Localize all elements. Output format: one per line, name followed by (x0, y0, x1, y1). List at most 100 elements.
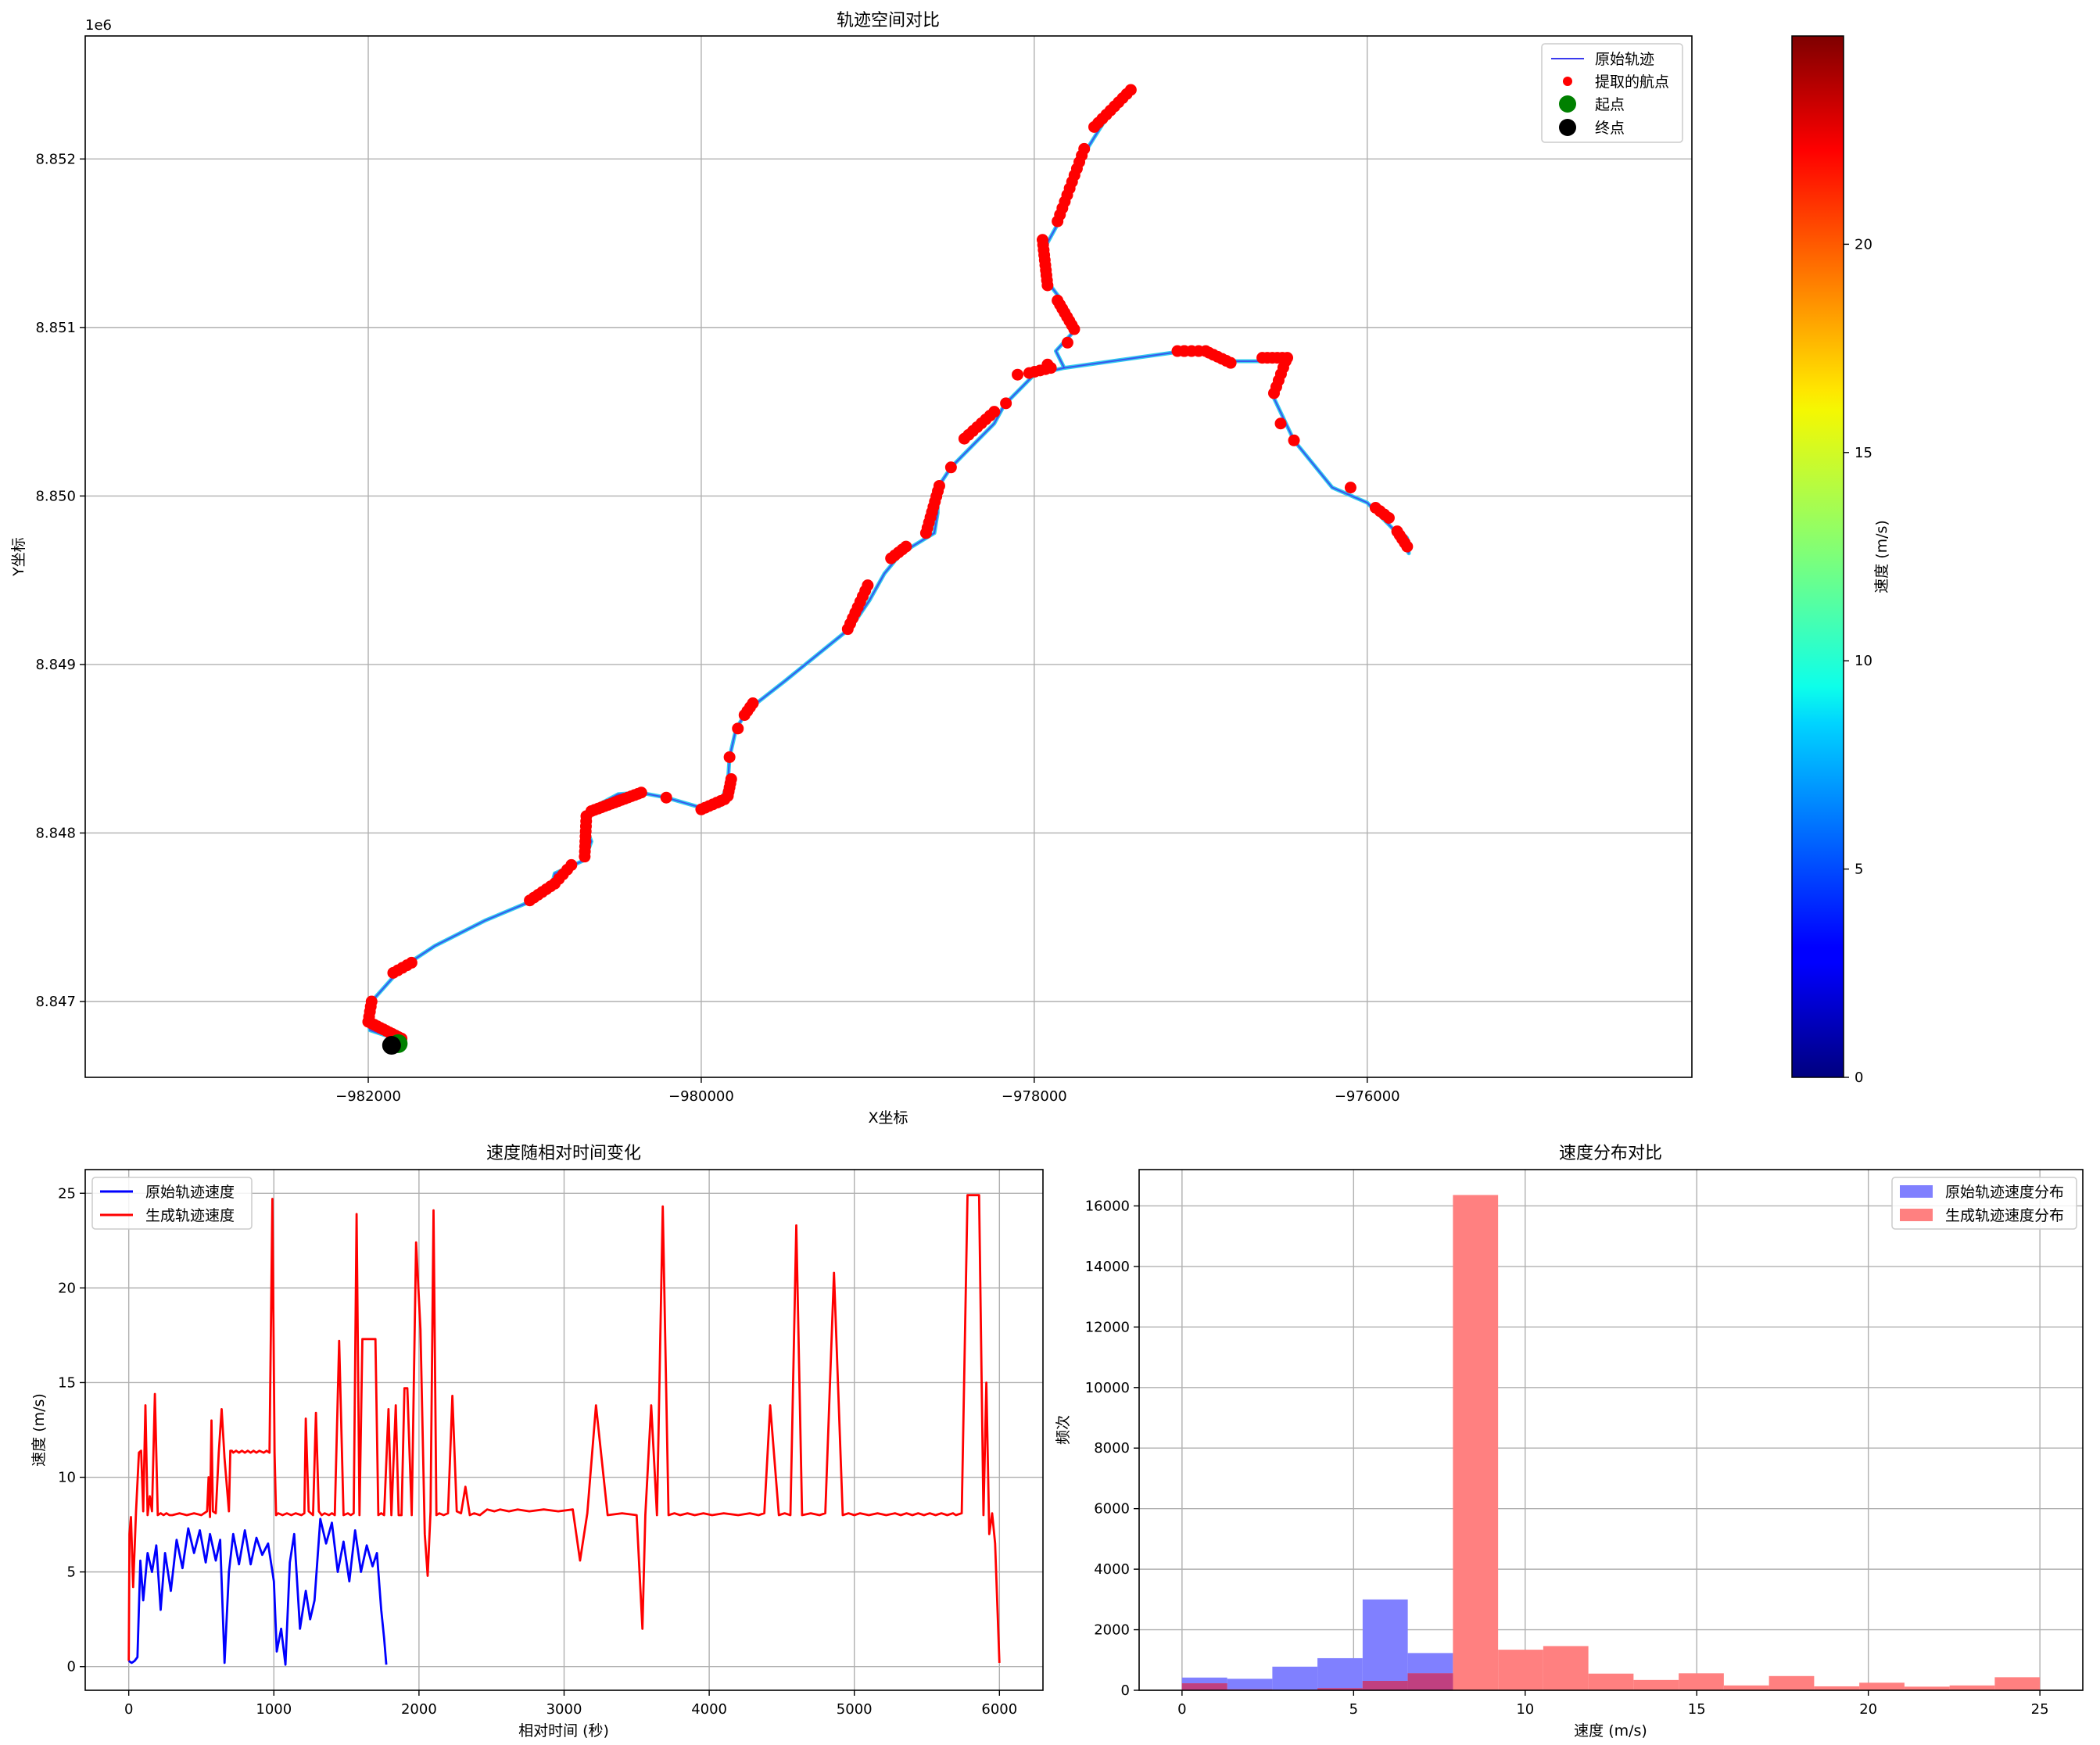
x-tick-label: 1000 (256, 1701, 292, 1718)
y-tick-label: 14000 (1085, 1259, 1130, 1275)
colorbar-ticks: 0 5 10 15 20 (1844, 236, 1872, 1086)
speed-hist-panel: 0 5 10 15 20 25 0 2000 4000 6000 8000 10000 12000 140… (1055, 1144, 2084, 1740)
x-tick-label: 5 (1349, 1701, 1358, 1718)
trajectory-legend: 原始轨迹 提取的航点 起点 终点 (1541, 43, 1683, 143)
x-tick-label: −982000 (335, 1088, 401, 1105)
speed-time-ticks: 0 1000 2000 3000 4000 5000 6000 0 5 10 15 20 25 (58, 1185, 1017, 1718)
waypoint-marker (565, 858, 578, 871)
y-tick-label: 20 (58, 1280, 76, 1296)
x-tick-label: 3000 (547, 1701, 582, 1718)
original-hist-bar (1227, 1679, 1273, 1690)
waypoint-marker (1177, 345, 1190, 357)
waypoint-marker (1012, 368, 1024, 381)
waypoint-marker (900, 540, 912, 553)
speed-time-xlabel: 相对时间 (秒) (518, 1722, 609, 1740)
waypoint-marker (862, 579, 874, 592)
legend-generated-hist-swatch (1900, 1209, 1933, 1221)
legend-label-generated-speed: 生成轨迹速度 (145, 1207, 235, 1224)
y-tick-label: 16000 (1085, 1198, 1130, 1214)
x-tick-label: 25 (2031, 1701, 2049, 1718)
generated-hist-bar (1498, 1650, 1543, 1690)
x-tick-label: 15 (1688, 1701, 1706, 1718)
generated-hist-bar (1453, 1195, 1499, 1690)
speed-hist-grid (1139, 1170, 2083, 1691)
speed-time-lines (127, 1194, 1001, 1666)
waypoint-marker (747, 697, 759, 710)
overlap-hist-bar (1317, 1688, 1363, 1690)
original-hist-bar (1317, 1657, 1363, 1690)
y-tick-label: 8.850 (35, 488, 76, 504)
waypoint-marker (1124, 84, 1137, 96)
speed-time-legend: 原始轨迹速度 生成轨迹速度 (91, 1177, 253, 1230)
waypoint-marker (1036, 234, 1048, 246)
colorbar-tick-label: 10 (1855, 653, 1872, 669)
waypoint-marker (723, 751, 736, 763)
legend-start-marker (1559, 95, 1576, 113)
speed-hist-legend: 原始轨迹速度分布 生成轨迹速度分布 (1891, 1177, 2077, 1230)
x-tick-label: 6000 (981, 1701, 1017, 1718)
speed-hist-title: 速度分布对比 (1559, 1144, 1662, 1163)
y-tick-label: 4000 (1094, 1561, 1130, 1578)
legend-label-waypoint: 提取的航点 (1595, 73, 1669, 91)
waypoint-marker (1041, 358, 1054, 371)
generated-hist-bar (1814, 1686, 1860, 1690)
waypoint-marker (732, 722, 744, 735)
waypoint-marker (660, 791, 672, 804)
speed-time-panel: 0 1000 2000 3000 4000 5000 6000 0 5 10 15 20 25 速度随相… (30, 1144, 1044, 1740)
generated-hist-bar (1904, 1686, 1950, 1690)
legend-label-generated-hist: 生成轨迹速度分布 (1945, 1207, 2064, 1224)
colorbar-tick-label: 15 (1855, 445, 1872, 461)
generated-hist-bar (1543, 1646, 1589, 1690)
original-hist-bar (1272, 1666, 1318, 1690)
y-tick-label: 12000 (1085, 1319, 1130, 1335)
legend-original-hist-swatch (1900, 1185, 1933, 1198)
y-tick-label: 8000 (1094, 1440, 1130, 1457)
y-tick-label: 10000 (1085, 1380, 1130, 1396)
trajectory-grid (85, 36, 1692, 1077)
trajectory-axes-frame (84, 35, 1693, 1078)
y-tick-label: 15 (58, 1374, 76, 1391)
x-tick-label: 10 (1516, 1701, 1534, 1718)
speed-hist-legend-box (1891, 1177, 2077, 1230)
y-offset-label: 1e6 (85, 17, 112, 34)
speed-hist-ticks: 0 5 10 15 20 25 0 2000 4000 6000 8000 10000 12000 140… (1085, 1198, 2049, 1718)
x-tick-label: 0 (1177, 1701, 1186, 1718)
x-tick-label: 2000 (401, 1701, 437, 1718)
speed-hist-bars (1181, 1195, 2041, 1690)
waypoint-marker (635, 787, 647, 799)
speed-hist-plot-area (1139, 1170, 2083, 1690)
overlap-hist-bar (1181, 1683, 1227, 1690)
legend-end-marker (1559, 119, 1576, 136)
legend-label-end: 终点 (1595, 120, 1625, 137)
waypoint-marker (405, 956, 417, 969)
waypoint-marker (1000, 397, 1012, 410)
waypoint-marker (1382, 511, 1395, 524)
y-tick-label: 8.851 (35, 320, 76, 336)
waypoint-marker (1267, 387, 1280, 400)
waypoint-marker (1288, 434, 1300, 446)
speed-time-ylabel: 速度 (m/s) (30, 1393, 48, 1467)
generated-speed-line (127, 1194, 1001, 1663)
y-tick-label: 8.852 (35, 151, 76, 167)
waypoint-marker (1274, 417, 1287, 430)
overlap-hist-bar (1362, 1680, 1408, 1690)
waypoint-marker (725, 773, 737, 786)
y-tick-label: 5 (67, 1564, 76, 1581)
colorbar-label: 速度 (m/s) (1873, 520, 1890, 593)
original-hist-bar (1362, 1599, 1408, 1690)
x-tick-label: −976000 (1335, 1088, 1400, 1105)
trajectory-ylabel: Y坐标 (10, 537, 27, 577)
waypoint-marker (933, 479, 945, 492)
y-tick-label: 2000 (1094, 1622, 1130, 1639)
legend-waypoint-marker (1563, 77, 1572, 86)
y-tick-label: 0 (67, 1659, 76, 1675)
speed-hist-ylabel: 频次 (1055, 1415, 1072, 1445)
legend-label-original-hist: 原始轨迹速度分布 (1945, 1184, 2064, 1201)
colorbar-tick-label: 0 (1855, 1070, 1863, 1086)
y-tick-label: 0 (1121, 1682, 1130, 1699)
trajectory-waypoints (362, 84, 1414, 1055)
end-point-marker (382, 1036, 401, 1055)
x-tick-label: −978000 (1002, 1088, 1067, 1105)
generated-hist-bar (1769, 1675, 1815, 1690)
